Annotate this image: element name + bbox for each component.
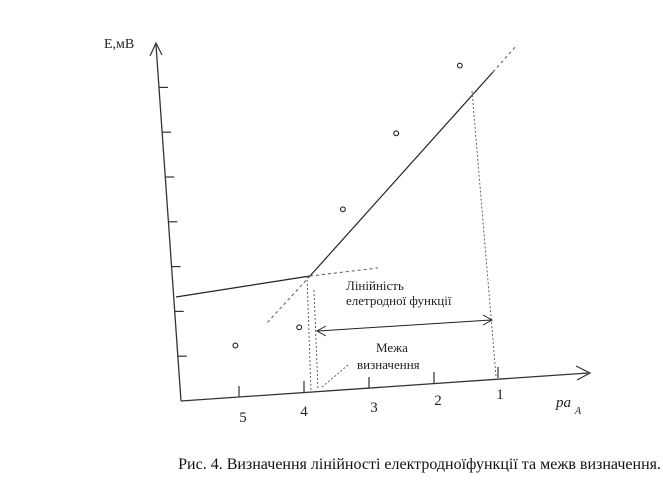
limit-pointer bbox=[320, 364, 349, 389]
linearity-annotation: Лінійність елетродної функції bbox=[346, 278, 452, 308]
x-ticks bbox=[238, 367, 499, 397]
data-point bbox=[232, 342, 239, 349]
y-axis-label: E,мВ bbox=[104, 37, 134, 52]
arrowhead-left bbox=[315, 325, 327, 337]
y-axis bbox=[155, 44, 182, 402]
y-axis-arrow bbox=[149, 41, 163, 57]
x-axis-label: pa bbox=[555, 395, 571, 411]
limit-annotation-line: Межа bbox=[376, 340, 408, 355]
limit-annotation: Межа визначення bbox=[357, 340, 420, 372]
data-points bbox=[232, 62, 463, 349]
x-tick-label: 5 bbox=[239, 410, 247, 426]
data-point bbox=[339, 206, 346, 213]
figure-caption: Рис. 4. Визначення лінійності електродно… bbox=[178, 456, 661, 473]
x-axis-label-subscript: A bbox=[574, 406, 582, 417]
low-segment-line bbox=[175, 275, 311, 298]
guide-line-lower bbox=[306, 275, 312, 392]
x-tick-label: 3 bbox=[370, 400, 378, 416]
y-ticks bbox=[158, 86, 187, 357]
x-tick-label: 1 bbox=[496, 387, 504, 403]
linear-extrapolation bbox=[492, 44, 518, 73]
linear-segment-line bbox=[309, 71, 494, 277]
linearity-annotation-line: Лінійність bbox=[346, 278, 404, 293]
x-axis-arrow bbox=[575, 365, 592, 381]
guide-line-limit bbox=[313, 289, 319, 391]
data-point bbox=[393, 130, 400, 137]
limit-annotation-line: визначення bbox=[357, 357, 420, 372]
low-segment-extrapolation bbox=[309, 267, 379, 277]
data-point bbox=[456, 62, 463, 69]
x-axis bbox=[180, 372, 589, 402]
linearity-annotation-line: елетродної функції bbox=[346, 293, 452, 308]
data-point bbox=[296, 324, 303, 331]
arrowhead-right bbox=[482, 314, 494, 326]
linear-extrapolation-down bbox=[265, 275, 311, 325]
guide-line-upper bbox=[471, 90, 497, 377]
x-tick-label: 4 bbox=[300, 404, 308, 420]
x-tick-label: 2 bbox=[434, 393, 442, 409]
linearity-range-arrow bbox=[317, 319, 492, 332]
